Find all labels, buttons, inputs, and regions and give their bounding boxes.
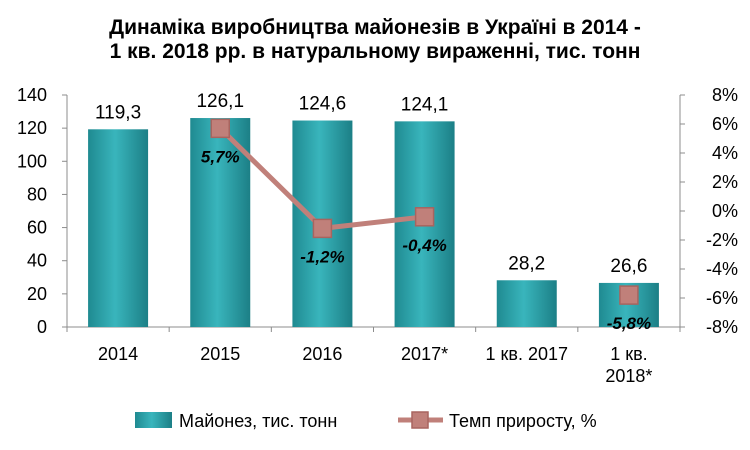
x-category-label: 2016 [302, 344, 342, 364]
chart-title-line: 1 кв. 2018 рр. в натуральному вираженні,… [110, 40, 641, 63]
y-left-tick-label: 80 [27, 184, 47, 204]
x-category-label: 1 кв. 2017 [486, 344, 569, 364]
y-right-tick-label: -4% [706, 259, 738, 279]
line-value-label: -1,2% [300, 247, 344, 266]
y-left-tick-label: 120 [17, 118, 47, 138]
line-value-label: 5,7% [201, 147, 240, 166]
legend-line-marker [411, 411, 429, 429]
bar-value-label: 119,3 [95, 102, 141, 123]
y-right-tick-label: 8% [712, 85, 738, 105]
axes: 0 20 40 60 80 100 120 140 -8% -6% -4% -2% 0% 2% 4% 6% 8% [17, 85, 738, 337]
line-series [210, 118, 639, 305]
bar-value-label: 26,6 [610, 256, 647, 277]
x-category-label: 2015 [200, 344, 240, 364]
y-left-tick-label: 140 [17, 85, 47, 105]
y-left-tick-label: 60 [27, 218, 47, 238]
bar-value-label: 124,1 [401, 94, 449, 115]
line-value-label: -0,4% [402, 236, 446, 255]
line-marker [619, 285, 639, 305]
y-right-tick-label: -2% [706, 230, 738, 250]
category-labels: 2014 2015 2016 2017* 1 кв. 2017 1 кв.2018* [98, 344, 652, 386]
y-left-tick-label: 40 [27, 251, 47, 271]
x-category-label: 2014 [98, 344, 138, 364]
bar-data-labels: 119,3 126,1 124,6 124,1 28,2 26,6 [95, 91, 647, 277]
line-value-label: -5,8% [607, 314, 651, 333]
y-right-tick-label: 2% [712, 172, 738, 192]
line-marker [210, 118, 230, 139]
legend-line-label: Темп приросту, % [449, 411, 597, 431]
chart-title: Динаміка виробництва майонезів в Україні… [109, 16, 641, 63]
x-category-label: 2017* [401, 344, 448, 364]
legend: Майонез, тис. тонн Темп приросту, % [135, 411, 597, 431]
y-right-tick-label: 4% [712, 143, 738, 163]
bar-value-label: 28,2 [508, 253, 545, 274]
x-category-label: 1 кв. [610, 344, 647, 364]
legend-bar-label: Майонез, тис. тонн [179, 411, 337, 431]
y-right-tick-label: 0% [712, 201, 738, 221]
bar [496, 280, 557, 327]
line-segment [319, 214, 428, 231]
y-left-tick-label: 100 [17, 151, 47, 171]
y-right-tick-label: 6% [712, 114, 738, 134]
y-right-tick-label: -8% [706, 317, 738, 337]
legend-bar-swatch [135, 412, 172, 428]
bar [190, 118, 251, 327]
bar-value-label: 124,6 [299, 94, 347, 115]
chart-title-line: Динаміка виробництва майонезів в Україні… [109, 16, 641, 39]
line-marker [414, 207, 435, 227]
y-left-tick-label: 20 [27, 284, 47, 304]
x-category-label: 2018* [605, 366, 652, 386]
y-right-tick-label: -6% [706, 288, 738, 308]
y-left-tick-label: 0 [37, 317, 47, 337]
line-segment [217, 125, 325, 231]
line-marker [312, 218, 333, 239]
bar-value-label: 126,1 [196, 91, 244, 112]
line-data-labels: 5,7% -1,2% -0,4% -5,8% [201, 147, 651, 333]
bar [88, 129, 149, 327]
